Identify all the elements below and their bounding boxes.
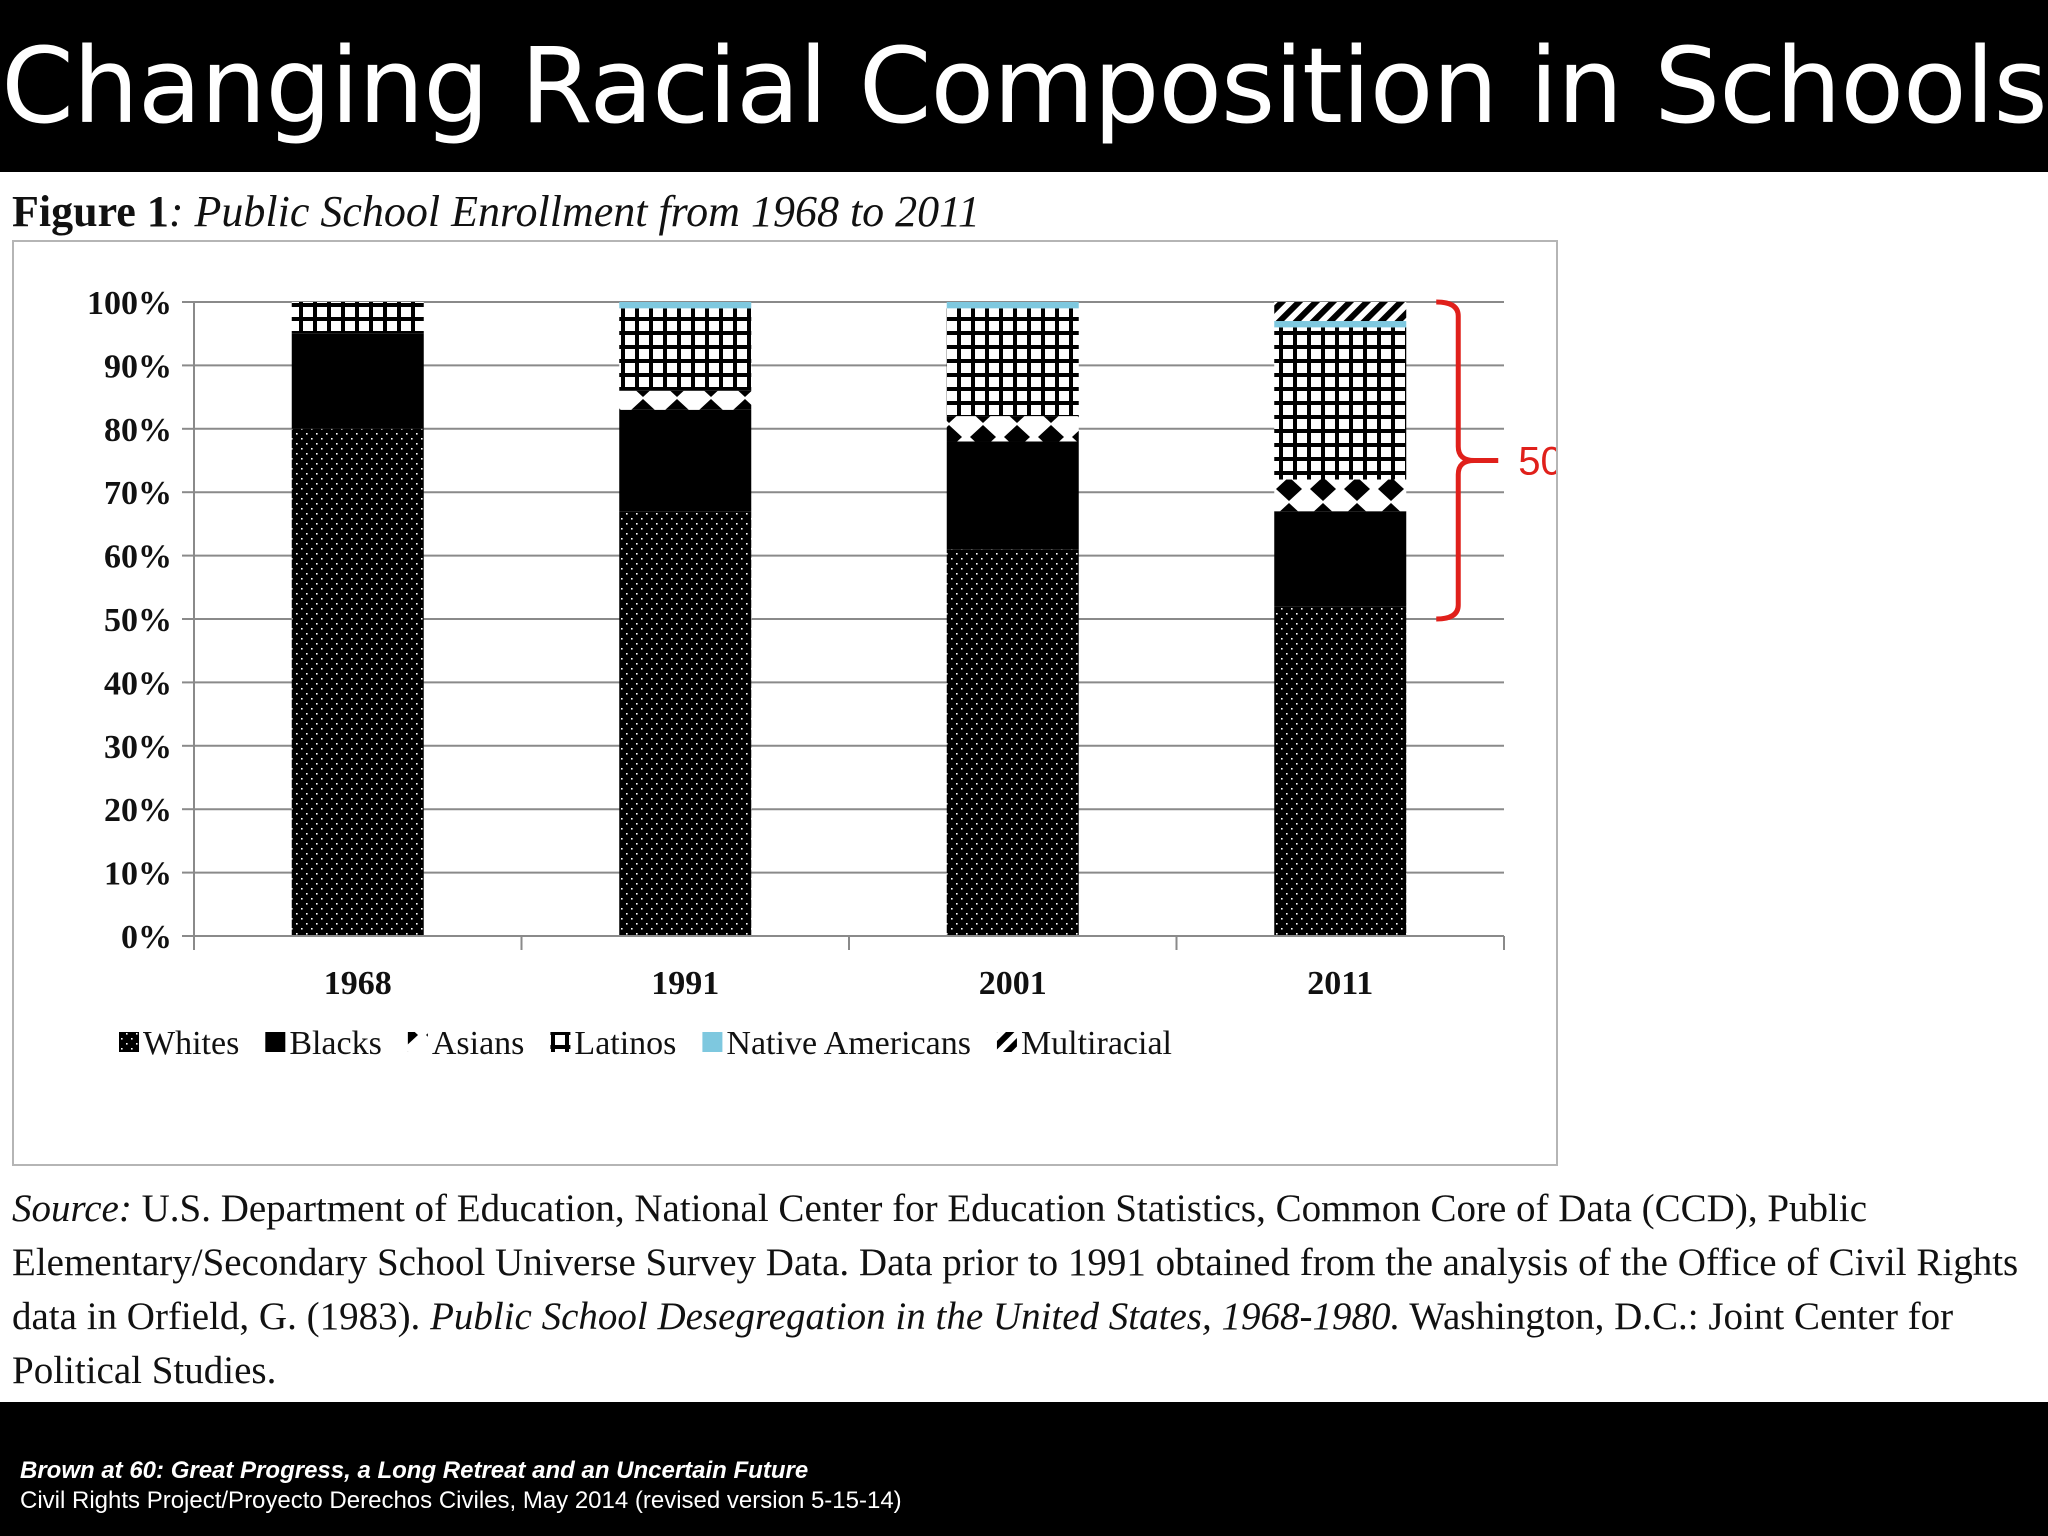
footer: Brown at 60: Great Progress, a Long Retr… xyxy=(20,1456,902,1516)
bar-segment-blacks-1991 xyxy=(619,409,752,512)
bar-segment-native-americans-1991 xyxy=(619,302,752,309)
y-tick-label: 60% xyxy=(104,539,172,576)
bar-segment-blacks-2011 xyxy=(1274,511,1407,607)
bar-segment-whites-2011 xyxy=(1274,606,1407,936)
bar-segment-latinos-2001 xyxy=(946,308,1079,417)
y-tick-label: 70% xyxy=(104,475,172,512)
y-tick-label: 0% xyxy=(121,919,172,956)
footer-citation: Civil Rights Project/Proyecto Derechos C… xyxy=(20,1487,902,1514)
source-text-1: U.S. Department of Education, National C… xyxy=(12,1187,2019,1338)
y-tick-label: 50% xyxy=(104,602,172,639)
annotation-label: 50% xyxy=(1518,440,1556,484)
source-text-2: Washington, D.C.: Joint Center for Polit… xyxy=(12,1295,1954,1392)
legend-label-latinos: Latinos xyxy=(574,1025,676,1062)
bar-segment-blacks-1968 xyxy=(291,333,424,429)
y-tick-label: 20% xyxy=(104,792,172,829)
y-tick-label: 80% xyxy=(104,412,172,449)
slide-title: Changing Racial Composition in Schools xyxy=(1,25,2047,147)
y-tick-label: 30% xyxy=(104,729,172,766)
legend-swatch-multiracial xyxy=(996,1032,1017,1052)
legend-label-blacks: Blacks xyxy=(289,1025,382,1062)
bar-segment-whites-2001 xyxy=(946,549,1079,936)
legend-swatch-asians xyxy=(407,1032,428,1052)
source-book-title: Public School Desegregation in the Unite… xyxy=(430,1295,1401,1338)
bracket-annotation xyxy=(1436,299,1499,622)
bar-segment-native-americans-2001 xyxy=(946,302,1079,309)
figure-label: Figure 1 xyxy=(12,187,169,236)
legend-label-multiracial: Multiracial xyxy=(1021,1025,1172,1062)
bar-segment-whites-1968 xyxy=(291,428,424,936)
chart-frame: 0% 10% 20% 30% 40% 50% 60% 70% 80% 90% 100% 1968 199… xyxy=(12,240,1558,1166)
bar-segment-asians-2001 xyxy=(946,416,1079,442)
legend-swatch-native-americans xyxy=(702,1032,723,1052)
legend-swatch-blacks xyxy=(265,1032,286,1052)
bar-segment-asians-2011 xyxy=(1274,479,1407,512)
y-tick-label: 40% xyxy=(104,665,172,702)
bar-segment-latinos-1968 xyxy=(291,302,424,334)
x-tick-label: 1968 xyxy=(324,965,392,1002)
bar-segment-blacks-2001 xyxy=(946,441,1079,550)
bar-segment-native-americans-2011 xyxy=(1274,321,1407,328)
figure-caption: Figure 1: Public School Enrollment from … xyxy=(12,186,980,237)
y-tick-label: 100% xyxy=(87,285,172,322)
legend-label-asians: Asians xyxy=(432,1025,525,1062)
bar-segment-latinos-1991 xyxy=(619,308,752,391)
stacked-bar-chart: 0% 10% 20% 30% 40% 50% 60% 70% 80% 90% 100% 1968 199… xyxy=(87,285,1556,1062)
legend-swatch-latinos xyxy=(550,1032,571,1052)
bar-segment-asians-1991 xyxy=(619,390,752,410)
x-tick-label: 2001 xyxy=(979,965,1047,1002)
legend-swatch-whites xyxy=(119,1032,139,1052)
bar-segment-multiracial-2011 xyxy=(1274,302,1407,322)
x-tick-label: 2011 xyxy=(1307,965,1373,1002)
y-tick-label: 10% xyxy=(104,856,172,893)
figure-caption-text: : Public School Enrollment from 1968 to … xyxy=(168,187,980,236)
footer-title: Brown at 60: Great Progress, a Long Retr… xyxy=(20,1457,809,1484)
bar-segment-whites-1991 xyxy=(619,511,752,936)
legend-label-whites: Whites xyxy=(143,1025,239,1062)
x-tick-label: 1991 xyxy=(651,965,719,1002)
legend-label-native-americans: Native Americans xyxy=(726,1025,971,1062)
source-label: Source: xyxy=(12,1187,132,1230)
source-note: Source: U.S. Department of Education, Na… xyxy=(12,1182,2042,1398)
y-tick-label: 90% xyxy=(104,348,172,385)
figure-panel: Figure 1: Public School Enrollment from … xyxy=(0,172,2048,1402)
bar-segment-latinos-2011 xyxy=(1274,327,1407,480)
